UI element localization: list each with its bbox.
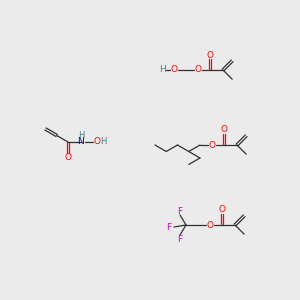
Text: O: O [170, 65, 178, 74]
Text: F: F [177, 235, 183, 244]
Text: F: F [167, 223, 172, 232]
Text: O: O [208, 140, 215, 149]
Text: O: O [206, 50, 214, 59]
Text: H: H [159, 65, 165, 74]
Text: O: O [194, 65, 202, 74]
Text: H: H [78, 130, 84, 140]
Text: O: O [64, 152, 71, 161]
Text: H: H [100, 137, 106, 146]
Text: N: N [78, 137, 84, 146]
Text: O: O [218, 206, 226, 214]
Text: O: O [206, 220, 214, 230]
Text: O: O [220, 125, 227, 134]
Text: F: F [177, 206, 183, 215]
Text: O: O [94, 137, 100, 146]
